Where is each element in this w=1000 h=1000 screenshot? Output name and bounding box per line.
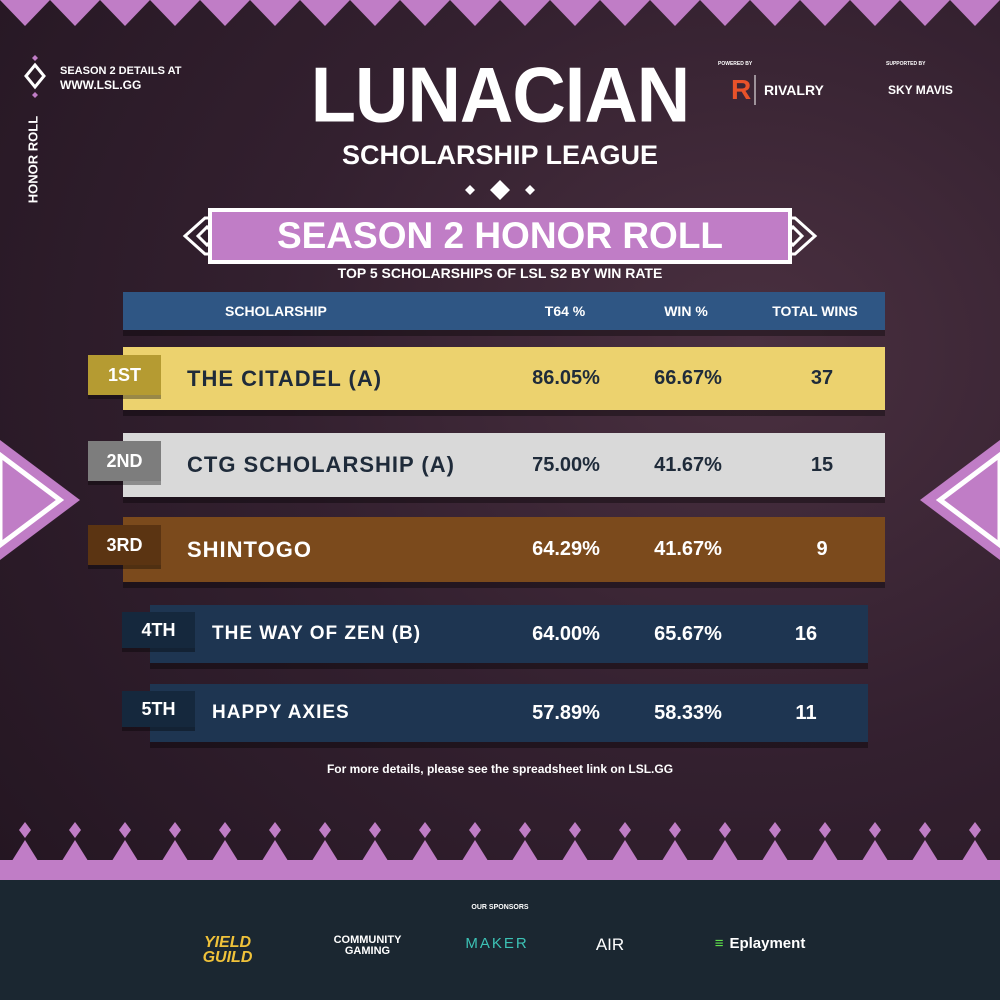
scholarship-name: THE WAY OF ZEN (B) xyxy=(212,623,422,644)
win-value: 41.67% xyxy=(654,538,722,560)
sponsor: AIR xyxy=(595,935,625,954)
logo-title: LUNACIAN xyxy=(310,50,690,139)
logo-subtitle: SCHOLARSHIP LEAGUE xyxy=(341,140,659,170)
total-wins: 11 xyxy=(795,701,817,724)
rank-badge: 3RD xyxy=(88,525,161,565)
banner-subtitle: TOP 5 SCHOLARSHIPS OF LSL S2 BY WIN RATE xyxy=(337,265,663,281)
details-url: WWW.LSL.GG xyxy=(60,78,142,92)
sponsor: MAKER xyxy=(465,935,529,952)
partner-caption: POWERED BY xyxy=(718,61,753,67)
sponsor: ≡ Eplayment xyxy=(714,935,806,952)
table-row: THE WAY OF ZEN (B) 64.00% 65.67% 16 xyxy=(150,605,868,663)
svg-text:R: R xyxy=(731,74,751,105)
note: For more details, please see the spreads… xyxy=(326,762,674,776)
table-row: THE CITADEL (A) 86.05% 66.67% 37 xyxy=(123,347,885,410)
scholarship-name: SHINTOGO xyxy=(187,536,312,562)
win-value: 65.67% xyxy=(654,622,722,645)
vertical-label: HONOR ROLL xyxy=(25,115,41,204)
partner-caption: SUPPORTED BY xyxy=(886,61,926,67)
header-cell: SCHOLARSHIP xyxy=(225,303,327,319)
partner-name: RIVALRY xyxy=(764,82,824,98)
t64-value: 64.29% xyxy=(532,538,600,560)
total-wins: 9 xyxy=(816,538,828,560)
header-cell: TOTAL WINS xyxy=(772,303,858,319)
total-wins: 37 xyxy=(810,367,834,389)
rank-badge: 1ST xyxy=(88,355,161,395)
t64-value: 57.89% xyxy=(532,701,600,724)
sponsor: YIELD GUILD xyxy=(202,934,253,966)
details-label: SEASON 2 DETAILS AT xyxy=(60,65,182,77)
table-row: HAPPY AXIES 57.89% 58.33% 11 xyxy=(150,684,868,742)
table-row: CTG SCHOLARSHIP (A) 75.00% 41.67% 15 xyxy=(123,433,885,497)
t64-value: 86.05% xyxy=(532,367,600,389)
header-cell: WIN % xyxy=(664,303,708,319)
total-wins: 16 xyxy=(794,622,818,645)
rank-badge: 2ND xyxy=(88,441,161,481)
sponsors-title: OUR SPONSORS xyxy=(471,904,529,911)
scholarship-name: THE CITADEL (A) xyxy=(187,365,383,391)
scholarship-name: CTG SCHOLARSHIP (A) xyxy=(187,452,455,477)
rank-badge: 5TH xyxy=(122,691,195,727)
table-row: SHINTOGO 64.29% 41.67% 9 xyxy=(123,517,885,582)
header-cell: T64 % xyxy=(544,303,586,319)
partner-name: SKY MAVIS xyxy=(888,83,953,97)
scholarship-name: HAPPY AXIES xyxy=(212,702,350,723)
win-value: 58.33% xyxy=(654,701,722,724)
t64-value: 75.00% xyxy=(532,453,600,476)
rank-badge: 4TH xyxy=(122,612,195,648)
banner-title: SEASON 2 HONOR ROLL xyxy=(276,215,724,256)
table-header: SCHOLARSHIP T64 % WIN % TOTAL WINS xyxy=(123,292,885,330)
sponsor-name: Eplayment xyxy=(729,935,806,952)
sponsor: COMMUNITY GAMING xyxy=(333,934,402,957)
win-value: 41.67% xyxy=(654,453,722,476)
total-wins: 15 xyxy=(810,453,834,476)
win-value: 66.67% xyxy=(654,367,722,389)
t64-value: 64.00% xyxy=(532,622,600,645)
